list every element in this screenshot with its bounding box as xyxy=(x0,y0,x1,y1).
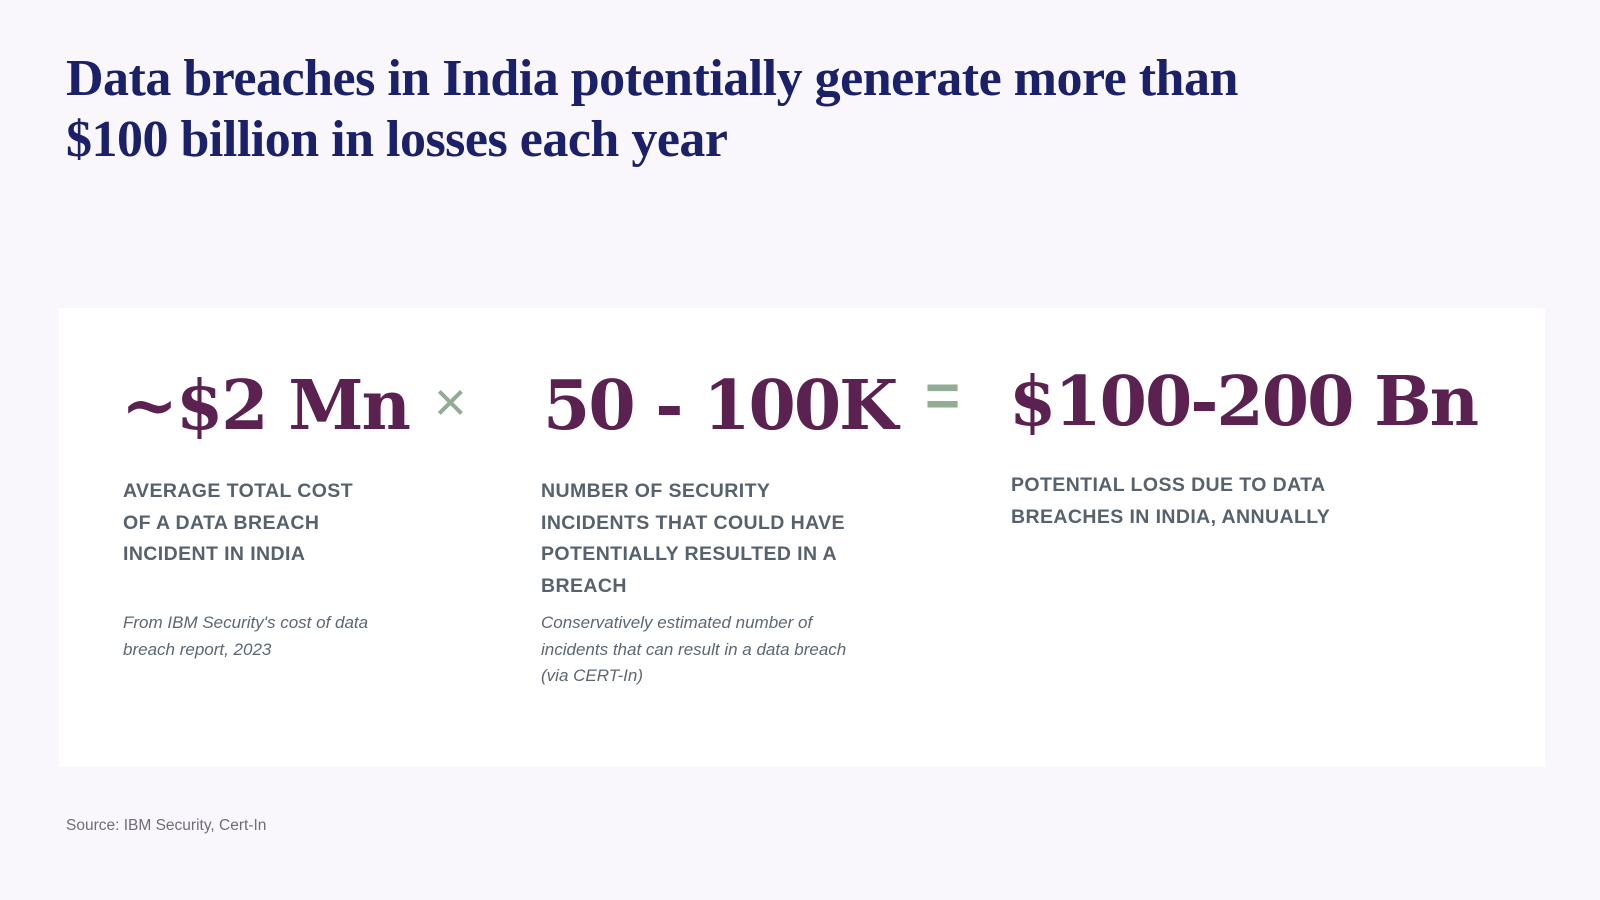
stat-note-cert-in: Conservatively estimated number of incid… xyxy=(541,613,847,685)
stats-card: ~$2 Mn × 50 - 100K = $100-200 Bn AVERAGE… xyxy=(59,308,1545,767)
stat-value-potential-loss: $100-200 Bn xyxy=(1009,362,1479,442)
page-title: Data breaches in India potentially gener… xyxy=(66,50,1238,168)
stat-label-incident-count: NUMBER OF SECURITY INCIDENTS THAT COULD … xyxy=(541,480,845,597)
stat-value-incident-count: 50 - 100K xyxy=(543,366,898,446)
multiply-icon: × xyxy=(434,370,467,433)
stat-note-ibm-report: From IBM Security's cost of data breach … xyxy=(123,613,369,659)
stat-label-potential-loss: POTENTIAL LOSS DUE TO DATA BREACHES IN I… xyxy=(1011,474,1331,528)
stat-label-avg-cost: AVERAGE TOTAL COST OF A DATA BREACH INCI… xyxy=(123,480,354,565)
source-attribution: Source: IBM Security, Cert-In xyxy=(66,817,267,834)
stat-value-avg-cost: ~$2 Mn xyxy=(121,366,411,446)
equals-icon: = xyxy=(925,362,961,429)
